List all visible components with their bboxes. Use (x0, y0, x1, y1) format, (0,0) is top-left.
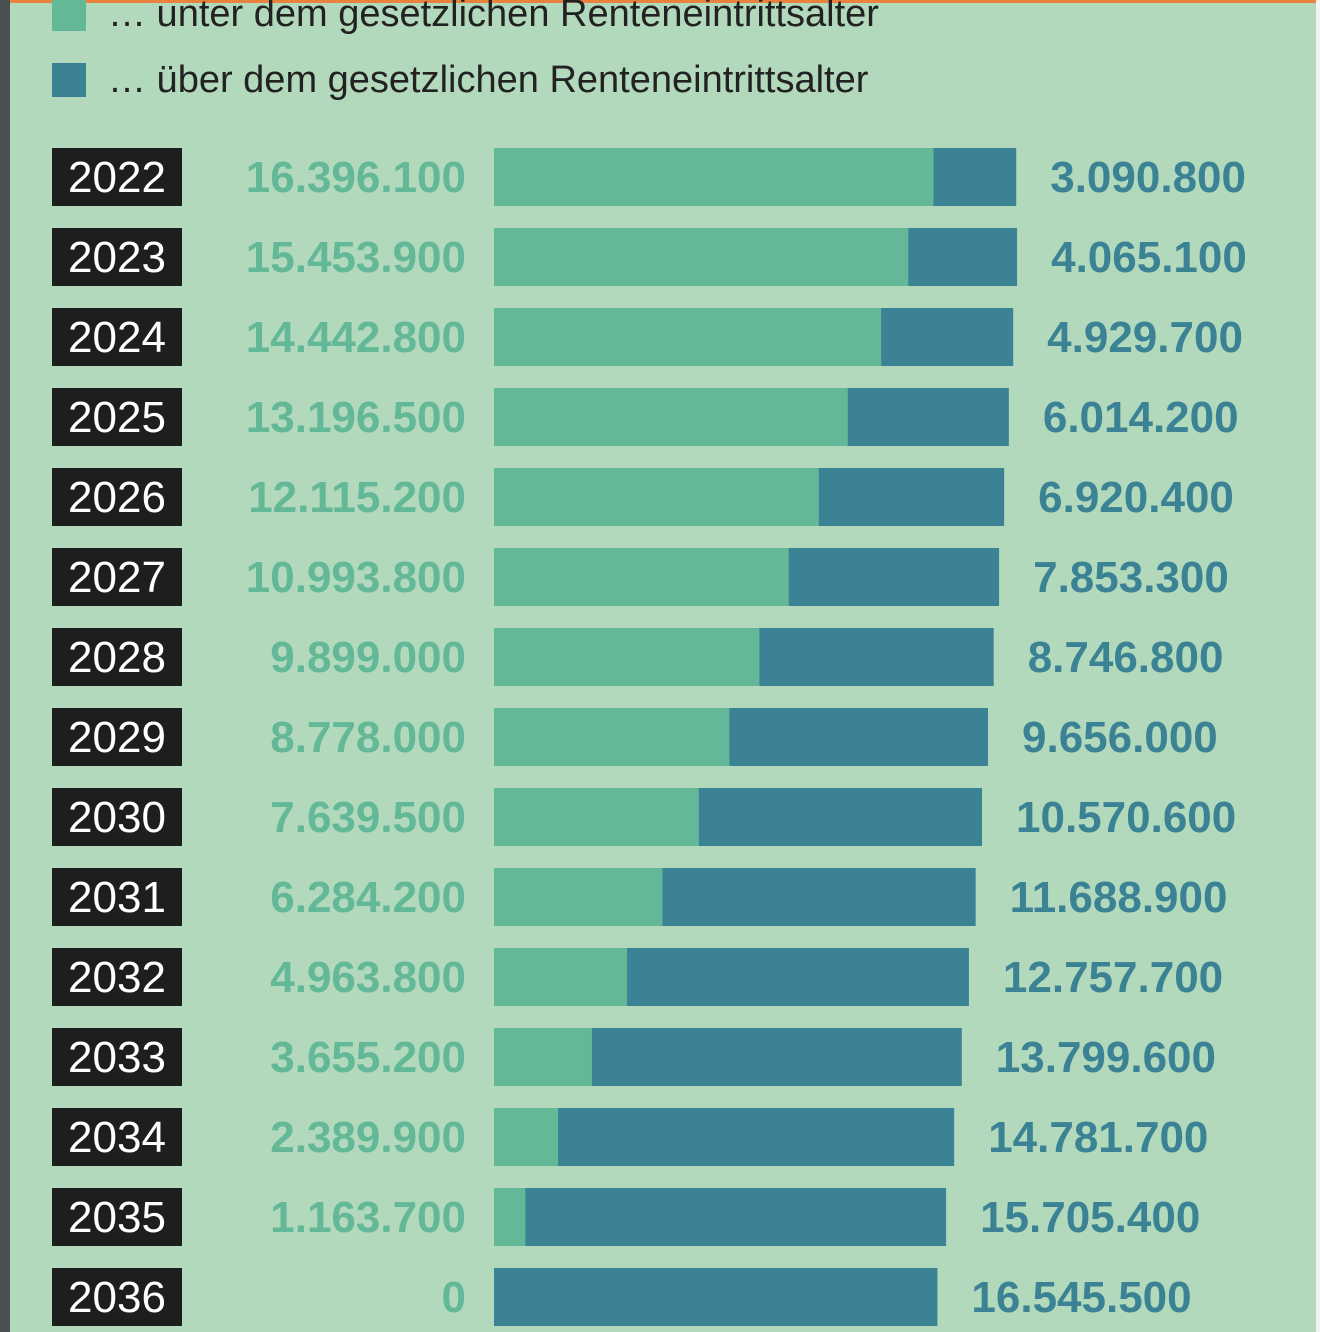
year-badge (52, 708, 182, 766)
year-badge (52, 548, 182, 606)
above-value-label: 8.746.800 (1028, 633, 1224, 682)
below-value-label: 4.963.800 (270, 953, 466, 1002)
below-value-label: 9.899.000 (270, 633, 466, 682)
year-badge (52, 868, 182, 926)
below-value-label: 10.993.800 (246, 553, 466, 602)
bar-below (494, 708, 730, 766)
above-value-label: 14.781.700 (988, 1113, 1208, 1162)
bar-below (494, 868, 663, 926)
bar-above (759, 628, 994, 686)
year-label: 2024 (68, 313, 166, 362)
legend-swatch-below (52, 0, 86, 31)
year-badge (52, 1268, 182, 1326)
year-label: 2036 (68, 1273, 166, 1322)
bar-below (494, 468, 819, 526)
bar-below (494, 548, 789, 606)
above-value-label: 6.920.400 (1038, 473, 1234, 522)
year-label: 2023 (68, 233, 166, 282)
below-value-label: 12.115.200 (248, 473, 466, 522)
bar-above (662, 868, 976, 926)
bar-below (494, 1188, 526, 1246)
below-value-label: 7.639.500 (270, 793, 466, 842)
below-value-label: 16.396.100 (246, 153, 466, 202)
bar-above (788, 548, 1000, 606)
bar-below (494, 148, 934, 206)
left-border (0, 0, 10, 1332)
year-label: 2031 (68, 873, 166, 922)
above-value-label: 9.656.000 (1022, 713, 1218, 762)
year-label: 2030 (68, 793, 166, 842)
below-value-label: 0 (442, 1273, 466, 1322)
legend-label-below: … unter dem gesetzlichen Renteneintritts… (108, 0, 879, 35)
legend-item-below: … unter dem gesetzlichen Renteneintritts… (52, 0, 879, 35)
bar-below (494, 948, 628, 1006)
year-badge (52, 388, 182, 446)
above-value-label: 11.688.900 (1010, 873, 1228, 922)
below-value-label: 1.163.700 (270, 1193, 466, 1242)
below-value-label: 13.196.500 (246, 393, 466, 442)
bar-above (698, 788, 983, 846)
bar-above (558, 1108, 955, 1166)
right-border (1316, 0, 1320, 1332)
below-value-label: 2.389.900 (270, 1113, 466, 1162)
bar-above (729, 708, 989, 766)
bar-above (908, 228, 1018, 286)
year-label: 2035 (68, 1193, 166, 1242)
above-value-label: 10.570.600 (1016, 793, 1236, 842)
bar-below (494, 628, 760, 686)
above-value-label: 4.929.700 (1047, 313, 1243, 362)
below-value-label: 14.442.800 (246, 313, 466, 362)
year-badge (52, 1188, 182, 1246)
bar-above (933, 148, 1017, 206)
bar-below (494, 1028, 592, 1086)
year-badge (52, 788, 182, 846)
above-value-label: 12.757.700 (1003, 953, 1223, 1002)
bar-above (627, 948, 969, 1006)
year-badge (52, 948, 182, 1006)
year-label: 2029 (68, 713, 166, 762)
above-value-label: 4.065.100 (1051, 233, 1247, 282)
bar-above (525, 1188, 947, 1246)
above-value-label: 16.545.500 (971, 1273, 1191, 1322)
above-value-label: 15.705.400 (980, 1193, 1200, 1242)
legend-item-above: … über dem gesetzlichen Renteneintrittsa… (52, 58, 869, 101)
year-label: 2027 (68, 553, 166, 602)
year-badge (52, 1028, 182, 1086)
bar-below (494, 308, 882, 366)
year-label: 2025 (68, 393, 166, 442)
below-value-label: 3.655.200 (270, 1033, 466, 1082)
bar-below (494, 788, 699, 846)
year-badge (52, 308, 182, 366)
above-value-label: 13.799.600 (996, 1033, 1216, 1082)
year-badge (52, 228, 182, 286)
bar-above (847, 388, 1009, 446)
bar-above (818, 468, 1005, 526)
above-value-label: 7.853.300 (1033, 553, 1229, 602)
year-badge (52, 468, 182, 526)
year-badge (52, 148, 182, 206)
bar-above (494, 1268, 938, 1326)
year-label: 2032 (68, 953, 166, 1002)
bar-above (881, 308, 1014, 366)
bar-below (494, 228, 909, 286)
year-label: 2034 (68, 1113, 166, 1162)
year-badge (52, 628, 182, 686)
bar-above (591, 1028, 962, 1086)
year-label: 2028 (68, 633, 166, 682)
legend-swatch-above (52, 63, 86, 97)
below-value-label: 8.778.000 (270, 713, 466, 762)
year-badge (52, 1108, 182, 1166)
bar-below (494, 388, 848, 446)
above-value-label: 3.090.800 (1050, 153, 1246, 202)
above-value-label: 6.014.200 (1043, 393, 1239, 442)
year-label: 2022 (68, 153, 166, 202)
legend-label-above: … über dem gesetzlichen Renteneintrittsa… (108, 58, 869, 101)
year-label: 2026 (68, 473, 166, 522)
below-value-label: 6.284.200 (270, 873, 466, 922)
year-label: 2033 (68, 1033, 166, 1082)
top-accent-rule (0, 0, 1320, 3)
below-value-label: 15.453.900 (246, 233, 466, 282)
bar-below (494, 1108, 559, 1166)
